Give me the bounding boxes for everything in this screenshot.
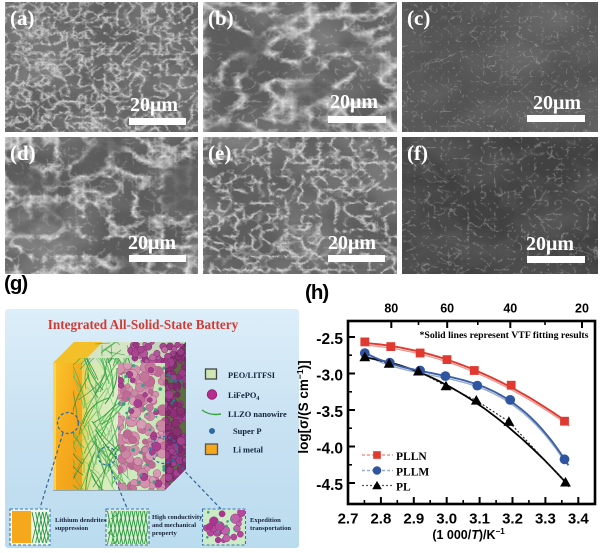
svg-text:-3.0: -3.0 — [316, 368, 343, 385]
svg-text:PLLM: PLLM — [396, 467, 429, 479]
svg-text:PLLN: PLLN — [396, 451, 427, 463]
svg-text:3.2: 3.2 — [502, 511, 523, 528]
svg-text:PL: PL — [396, 482, 411, 494]
svg-text:LLZO nanowire: LLZO nanowire — [228, 410, 287, 419]
svg-text:(1 000/T)/K−1: (1 000/T)/K−1 — [432, 527, 505, 542]
svg-text:Lithium dendrites: Lithium dendrites — [55, 517, 107, 524]
svg-text:20: 20 — [575, 302, 589, 316]
svg-text:transportation: transportation — [250, 525, 291, 532]
svg-text:20μm: 20μm — [526, 233, 574, 255]
svg-text:*Solid lines represent VTF fit: *Solid lines represent VTF fitting resul… — [419, 330, 588, 341]
svg-text:20μm: 20μm — [533, 92, 581, 114]
svg-text:Super P: Super P — [233, 427, 261, 436]
svg-text:Integrated All-Solid-State Bat: Integrated All-Solid-State Battery — [48, 317, 239, 332]
svg-text:2.9: 2.9 — [403, 511, 424, 528]
svg-text:(f): (f) — [407, 141, 428, 165]
svg-text:3.4: 3.4 — [568, 511, 590, 528]
svg-text:3.1: 3.1 — [469, 511, 490, 528]
svg-text:2.7: 2.7 — [338, 511, 359, 528]
svg-text:(c): (c) — [407, 6, 430, 30]
svg-text:20μm: 20μm — [130, 94, 178, 116]
svg-text:(b): (b) — [208, 6, 234, 30]
svg-text:60: 60 — [440, 302, 454, 316]
svg-text:suppression: suppression — [55, 525, 89, 532]
svg-text:(d): (d) — [10, 141, 36, 165]
svg-text:property: property — [152, 530, 177, 537]
svg-text:20μm: 20μm — [330, 91, 378, 113]
svg-text:-4.0: -4.0 — [316, 441, 343, 458]
svg-text:80: 80 — [384, 302, 398, 316]
svg-text:20μm: 20μm — [328, 232, 376, 254]
svg-text:(e): (e) — [208, 141, 231, 165]
svg-text:20μm: 20μm — [128, 232, 176, 254]
svg-text:3.0: 3.0 — [436, 511, 457, 528]
svg-text:-4.5: -4.5 — [316, 477, 343, 494]
svg-text:-3.5: -3.5 — [316, 404, 343, 421]
svg-text:Expedition: Expedition — [250, 517, 281, 524]
svg-text:40: 40 — [503, 302, 517, 316]
svg-text:LiFePO4: LiFePO4 — [228, 391, 259, 402]
svg-text:log[σ/(S cm−1)]: log[σ/(S cm−1)] — [295, 360, 311, 453]
svg-text:and mechanical: and mechanical — [152, 522, 196, 529]
svg-text:3.3: 3.3 — [535, 511, 556, 528]
svg-text:Li metal: Li metal — [233, 446, 264, 455]
svg-text:2.8: 2.8 — [370, 511, 391, 528]
svg-text:-2.5: -2.5 — [316, 331, 343, 348]
svg-text:PEO/LITFSI: PEO/LITFSI — [228, 371, 275, 380]
svg-text:(a): (a) — [10, 6, 35, 30]
svg-text:High conductivity: High conductivity — [152, 514, 203, 521]
